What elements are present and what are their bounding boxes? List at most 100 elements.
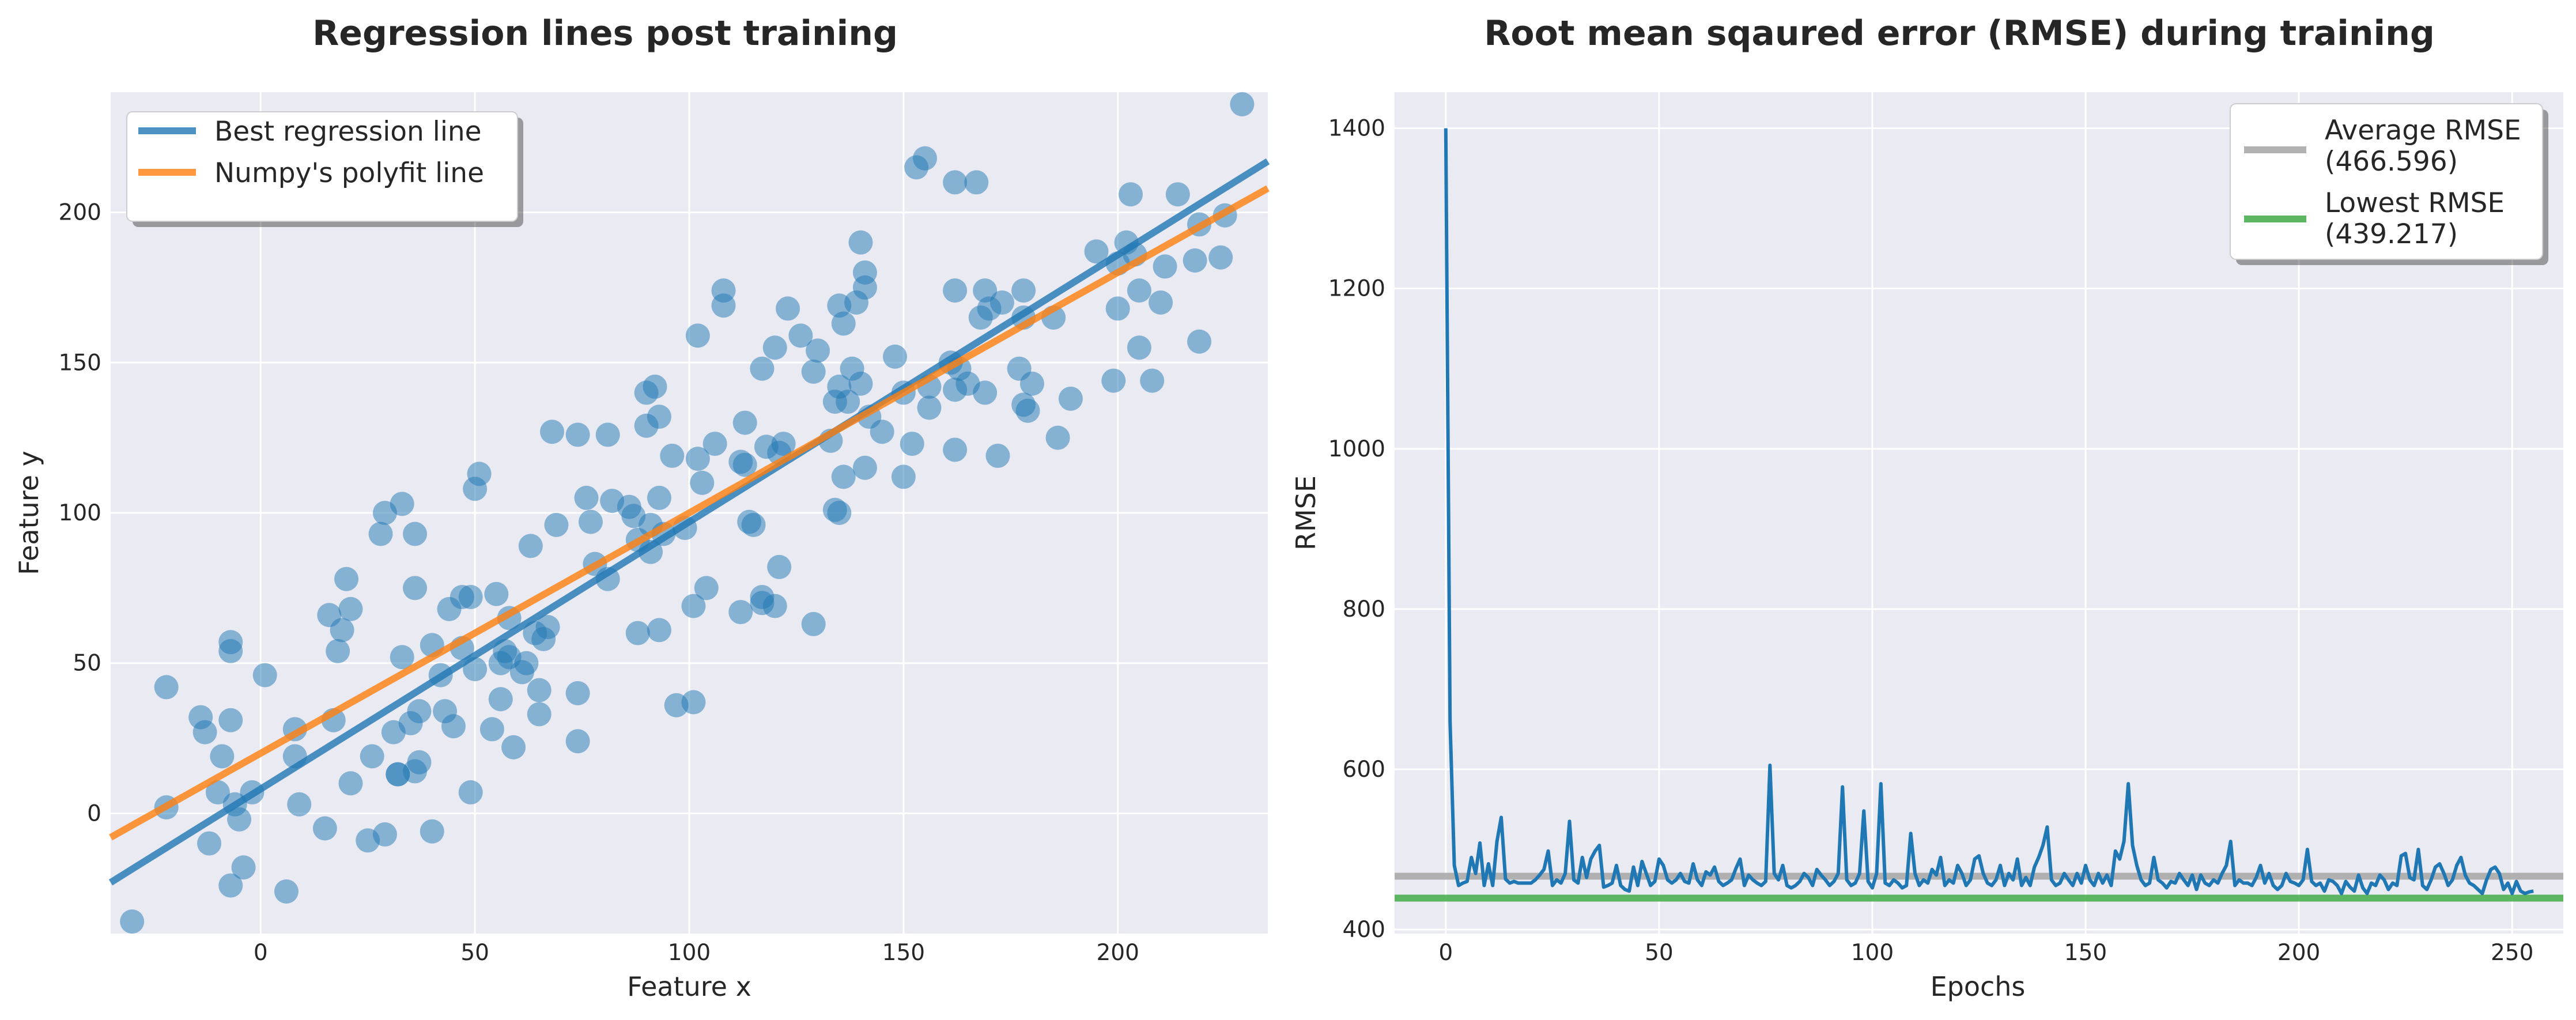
scatter-point bbox=[372, 822, 397, 847]
scatter-point bbox=[407, 699, 432, 724]
y-tick-label: 1000 bbox=[1328, 436, 1385, 462]
y-axis-label: Feature y bbox=[13, 451, 44, 575]
x-tick-label: 0 bbox=[254, 940, 268, 966]
regression-lines bbox=[108, 158, 1270, 886]
y-tick-label: 50 bbox=[73, 651, 101, 677]
scatter-point bbox=[338, 596, 363, 621]
y-axis-ticks: 0 50 100 150 200 bbox=[59, 200, 101, 827]
x-tick-label: 100 bbox=[1851, 940, 1894, 966]
chart-title: Root mean sqaured error (RMSE) during tr… bbox=[1484, 13, 2435, 54]
scatter-point bbox=[197, 831, 222, 856]
scatter-point bbox=[685, 447, 710, 471]
y-tick-label: 800 bbox=[1343, 596, 1385, 622]
scatter-point bbox=[776, 296, 800, 321]
scatter-point bbox=[681, 690, 706, 715]
scatter-point bbox=[762, 335, 787, 360]
legend-lowest-rmse-label: Lowest RMSE bbox=[2325, 187, 2505, 219]
scatter-point bbox=[274, 879, 299, 904]
scatter-point bbox=[964, 170, 989, 195]
scatter-point bbox=[1105, 296, 1130, 321]
scatter-point bbox=[565, 729, 590, 754]
scatter-point bbox=[535, 615, 560, 640]
scatter-point bbox=[647, 485, 671, 510]
x-tick-label: 150 bbox=[882, 940, 925, 966]
polyfit-line bbox=[109, 185, 1270, 841]
scatter-point bbox=[218, 639, 243, 663]
scatter-point bbox=[227, 807, 252, 832]
scatter-point bbox=[231, 855, 256, 880]
scatter-point bbox=[368, 522, 393, 546]
legend-average-rmse-value: (466.596) bbox=[2325, 146, 2458, 177]
scatter-point bbox=[458, 585, 483, 609]
scatter-point bbox=[205, 780, 230, 804]
x-tick-label: 200 bbox=[2277, 940, 2320, 966]
scatter-point bbox=[1058, 386, 1083, 411]
scatter-point bbox=[312, 816, 337, 841]
scatter-point bbox=[479, 717, 504, 742]
scatter-point bbox=[870, 420, 894, 444]
y-tick-label: 400 bbox=[1343, 917, 1385, 943]
scatter-point bbox=[287, 792, 312, 817]
scatter-point bbox=[973, 380, 998, 405]
scatter-point bbox=[326, 639, 350, 663]
scatter-point bbox=[1149, 290, 1173, 315]
scatter-point bbox=[702, 432, 727, 456]
scatter-point bbox=[985, 443, 1010, 468]
scatter-point bbox=[441, 714, 466, 739]
y-tick-label: 150 bbox=[59, 350, 101, 376]
scatter-point bbox=[647, 405, 671, 429]
legend-best-line-label: Best regression line bbox=[214, 116, 482, 148]
x-tick-label: 50 bbox=[460, 940, 489, 966]
legend-polyfit-line-label: Numpy's polyfit line bbox=[214, 157, 484, 189]
scatter-point bbox=[788, 323, 813, 348]
scatter-point bbox=[882, 344, 907, 369]
x-axis-ticks: 0 50 100 150 200 250 bbox=[1438, 940, 2533, 966]
scatter-point bbox=[484, 581, 509, 606]
scatter-point bbox=[252, 663, 277, 687]
scatter-point bbox=[1183, 248, 1207, 273]
scatter-point bbox=[1187, 329, 1212, 354]
y-axis-ticks: 400 600 800 1000 1200 1400 bbox=[1328, 116, 1385, 943]
scatter-point bbox=[694, 576, 719, 600]
scatter-point bbox=[711, 293, 736, 318]
scatter-point bbox=[578, 509, 603, 534]
regression-chart: Regression lines post training 0 50 100 150… bbox=[13, 13, 1270, 1002]
scatter-point bbox=[527, 678, 552, 702]
scatter-point bbox=[989, 290, 1014, 315]
scatter-point bbox=[913, 146, 938, 171]
scatter-point bbox=[210, 744, 235, 769]
scatter-point bbox=[1119, 182, 1143, 207]
scatter-point bbox=[1045, 425, 1070, 450]
y-axis-label: RMSE bbox=[1290, 475, 1321, 550]
scatter-point bbox=[120, 909, 145, 934]
scatter-point bbox=[827, 501, 852, 525]
scatter-point bbox=[852, 275, 877, 300]
scatter-point bbox=[574, 485, 599, 510]
scatter-point bbox=[192, 720, 217, 745]
scatter-point bbox=[218, 708, 243, 732]
scatter-point bbox=[1153, 254, 1177, 279]
scatter-point bbox=[1101, 368, 1126, 393]
y-tick-label: 0 bbox=[87, 800, 101, 826]
chart-title: Regression lines post training bbox=[312, 13, 898, 54]
scatter-point bbox=[917, 395, 942, 420]
scatter-point bbox=[848, 230, 873, 255]
y-tick-label: 600 bbox=[1343, 757, 1385, 783]
scatter-point bbox=[403, 759, 428, 784]
y-tick-label: 200 bbox=[59, 200, 101, 226]
x-tick-label: 200 bbox=[1096, 940, 1139, 966]
scatter-point bbox=[1084, 239, 1109, 264]
scatter-point bbox=[801, 611, 826, 636]
legend-average-rmse-label: Average RMSE bbox=[2325, 115, 2521, 146]
scatter-point bbox=[218, 873, 243, 898]
scatter-point bbox=[565, 422, 590, 447]
x-axis-ticks: 0 50 100 150 200 bbox=[254, 940, 1139, 966]
scatter-point bbox=[1165, 182, 1190, 207]
scatter-point bbox=[403, 576, 428, 600]
scatter-point bbox=[403, 522, 428, 546]
scatter-point bbox=[801, 359, 826, 384]
scatter-point bbox=[1127, 278, 1151, 303]
scatter-point bbox=[625, 621, 650, 645]
scatter-points bbox=[120, 92, 1255, 934]
